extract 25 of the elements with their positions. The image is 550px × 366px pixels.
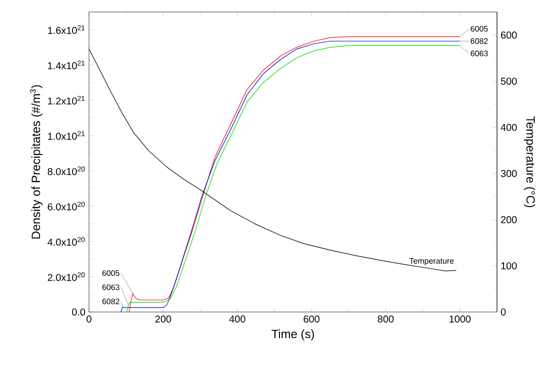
y-tick-label: 1.0x10$^{21}$ xyxy=(48,131,85,140)
y2-tick-label: 500 xyxy=(500,78,517,85)
y-tick-label: 1.4x10$^{21}$ xyxy=(48,60,85,70)
y-tick-label: 2.0x10$^{20}$ xyxy=(48,272,85,281)
x-tick-label: 0 xyxy=(86,316,92,323)
y-tick-label: 0.0 xyxy=(72,308,86,316)
x-tick-label: 1000 xyxy=(450,316,471,323)
y2-tick-label: 200 xyxy=(501,216,517,224)
x-tick-label: 200 xyxy=(155,316,172,323)
y-tick-label: 8.0x10$^{20}$ xyxy=(48,166,85,176)
y-tick-label: 1.2x10$^{21}$ xyxy=(48,96,85,105)
y2-tick-label: 100 xyxy=(501,262,517,270)
x-tick-label: 800 xyxy=(378,316,394,323)
y-tick-label: 1.6x10$^{21}$ xyxy=(48,25,85,34)
x-axis-title: Time (s) xyxy=(272,329,314,341)
y-tick-label: 4.0x10$^{20}$ xyxy=(48,237,85,246)
y2-tick-label: 300 xyxy=(500,170,517,178)
x-tick-label: 400 xyxy=(229,316,246,323)
y2-tick-label: 600 xyxy=(501,32,517,39)
x-tick-label: 600 xyxy=(304,316,320,323)
y2-axis-title: Temperature (°C) xyxy=(524,116,536,208)
y2-tick-label: 400 xyxy=(500,124,517,131)
y-tick-label: 6.0x10$^{20}$ xyxy=(48,202,85,210)
y2-tick-label: 0 xyxy=(500,308,506,316)
y-axis-title: Density of Precipitates (#/m$^{3}$) xyxy=(30,85,42,239)
